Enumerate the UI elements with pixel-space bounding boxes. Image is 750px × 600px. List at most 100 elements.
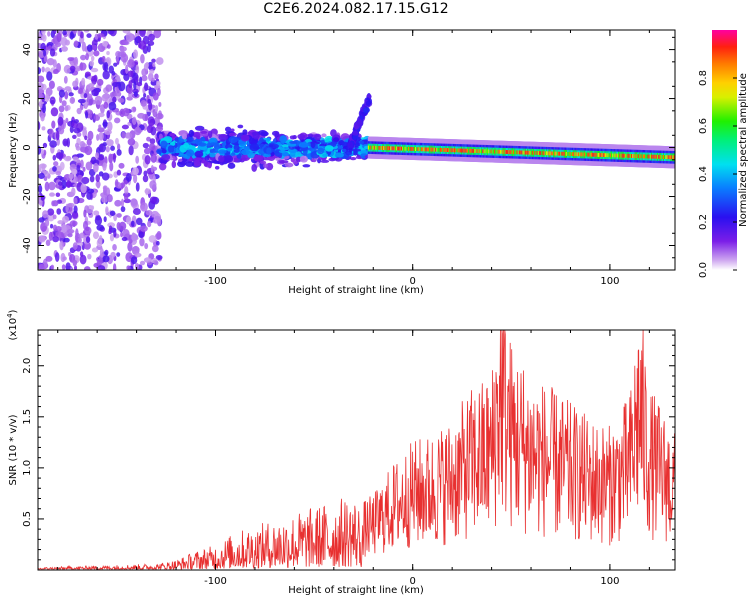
heatmap-cell	[78, 37, 84, 44]
spectrogram-frame	[37, 29, 676, 271]
heatmap-cell	[310, 141, 316, 149]
heatmap-cell	[224, 126, 232, 132]
heatmap-cell	[73, 205, 78, 214]
heatmap-cell	[38, 67, 42, 75]
heatmap-cell	[155, 57, 164, 65]
heatmap-cell	[278, 149, 286, 154]
heatmap-cell	[185, 161, 195, 167]
heatmap-cell	[38, 120, 41, 131]
heatmap-cell	[321, 133, 327, 138]
heatmap-cell	[60, 180, 67, 189]
heatmap-cell	[83, 266, 91, 270]
heatmap-cell	[295, 156, 302, 163]
heatmap-cell	[67, 233, 73, 238]
heatmap-cell	[134, 126, 142, 136]
heatmap-cell	[128, 80, 133, 89]
heatmap-cell	[203, 160, 208, 167]
heatmap-cell	[108, 225, 113, 231]
heatmap-cell	[122, 107, 130, 117]
heatmap-cell	[84, 135, 88, 141]
heatmap-cell	[144, 188, 152, 195]
y-tick-label: 40	[22, 43, 33, 56]
heatmap-cell	[263, 163, 268, 169]
heatmap-cell	[142, 174, 149, 183]
heatmap-cell	[115, 56, 119, 62]
heatmap-cell	[351, 130, 359, 136]
heatmap-cell	[65, 117, 69, 124]
heatmap-cell	[42, 142, 48, 148]
heatmap-cell	[240, 149, 250, 156]
heatmap-cell	[77, 98, 86, 104]
heatmap-cell	[82, 166, 86, 172]
heatmap-cell	[52, 165, 57, 172]
heatmap-cell	[67, 57, 75, 62]
heatmap-cell	[134, 262, 140, 270]
heatmap-cell	[266, 147, 272, 155]
heatmap-cell	[63, 237, 70, 243]
heatmap-cell	[149, 69, 155, 74]
heatmap-cell	[46, 71, 53, 81]
heatmap-cell	[107, 30, 115, 35]
heatmap-cell	[125, 64, 129, 74]
heatmap-cell	[73, 40, 79, 47]
heatmap-cell	[102, 162, 107, 171]
heatmap-cell	[137, 112, 146, 119]
heatmap-cell	[209, 137, 218, 144]
heatmap-cell	[223, 155, 234, 163]
heatmap-cell	[54, 252, 60, 262]
heatmap-cell	[123, 180, 128, 185]
heatmap-cell	[81, 176, 90, 185]
heatmap-cell	[105, 84, 113, 92]
heatmap-cell	[93, 162, 99, 173]
heatmap-cell	[69, 96, 75, 104]
heatmap-cell	[115, 50, 122, 58]
heatmap-cell	[349, 157, 357, 161]
heatmap-cell	[130, 256, 138, 265]
heatmap-cell	[208, 130, 213, 139]
heatmap-cell	[57, 220, 64, 225]
heatmap-cell	[85, 52, 89, 61]
heatmap-cell	[150, 126, 157, 136]
heatmap-cell	[62, 256, 67, 261]
heatmap-cell	[47, 208, 55, 216]
heatmap-cell	[118, 162, 125, 169]
heatmap-cell	[128, 70, 134, 78]
heatmap-cell	[209, 152, 216, 158]
heatmap-cell	[39, 201, 43, 206]
heatmap-cell	[161, 154, 171, 161]
heatmap-cell	[161, 148, 167, 154]
heatmap-cell	[116, 149, 122, 156]
heatmap-cell	[80, 54, 87, 61]
heatmap-cell	[50, 99, 55, 105]
heatmap-cell	[251, 163, 258, 172]
heatmap-cell	[194, 125, 205, 131]
heatmap-cell	[85, 236, 91, 243]
chart-title: C2E6.2024.082.17.15.G12	[263, 1, 449, 17]
heatmap-cell	[51, 120, 56, 129]
heatmap-cell	[41, 126, 46, 131]
colorbar-tick-label: 0.4	[698, 166, 709, 182]
heatmap-cell	[101, 94, 109, 102]
heatmap-cell	[142, 142, 149, 149]
heatmap-cell	[281, 144, 289, 148]
heatmap-cell	[85, 226, 90, 232]
heatmap-cell	[341, 148, 347, 153]
heatmap-cell	[55, 170, 62, 176]
heatmap-cell	[125, 32, 134, 43]
snr-series-line	[38, 330, 675, 570]
heatmap-cell	[50, 107, 59, 117]
heatmap-cell	[152, 92, 159, 101]
heatmap-cell	[97, 154, 105, 161]
heatmap-cell	[113, 117, 121, 124]
colorbar-label: Normalized spectral amplitude	[738, 73, 749, 227]
heatmap-cell	[83, 30, 90, 33]
heatmap-cell	[140, 202, 148, 212]
heatmap-cell	[278, 160, 289, 164]
heatmap-cell	[144, 242, 149, 250]
heatmap-cell	[117, 143, 121, 151]
heatmap-cell	[144, 154, 151, 165]
heatmap-cell	[72, 242, 78, 250]
heatmap-cell	[140, 99, 147, 107]
heatmap-cell	[204, 155, 210, 161]
heatmap-cell	[297, 133, 306, 140]
